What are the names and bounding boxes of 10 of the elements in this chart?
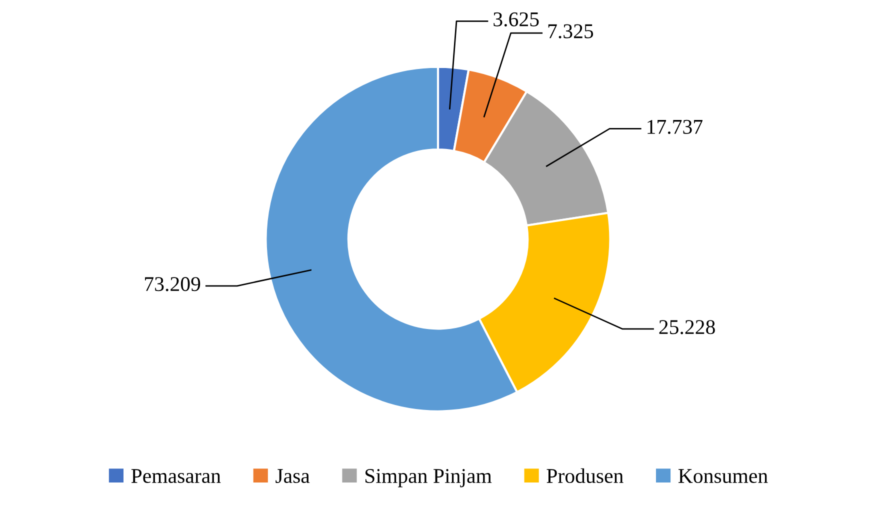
legend-label: Konsumen	[678, 469, 768, 484]
data-label: 73.209	[145, 277, 200, 292]
data-label: 7.325	[548, 24, 594, 38]
legend-label: Pemasaran	[131, 469, 221, 484]
data-label: 17.737	[648, 120, 702, 134]
data-label: 3.625	[494, 12, 539, 26]
legend-label: Simpan Pinjam	[365, 469, 492, 488]
data-label: 25.228	[659, 320, 715, 334]
legend-label: Produsen	[546, 468, 624, 484]
legend-label: Jasa	[276, 469, 310, 484]
